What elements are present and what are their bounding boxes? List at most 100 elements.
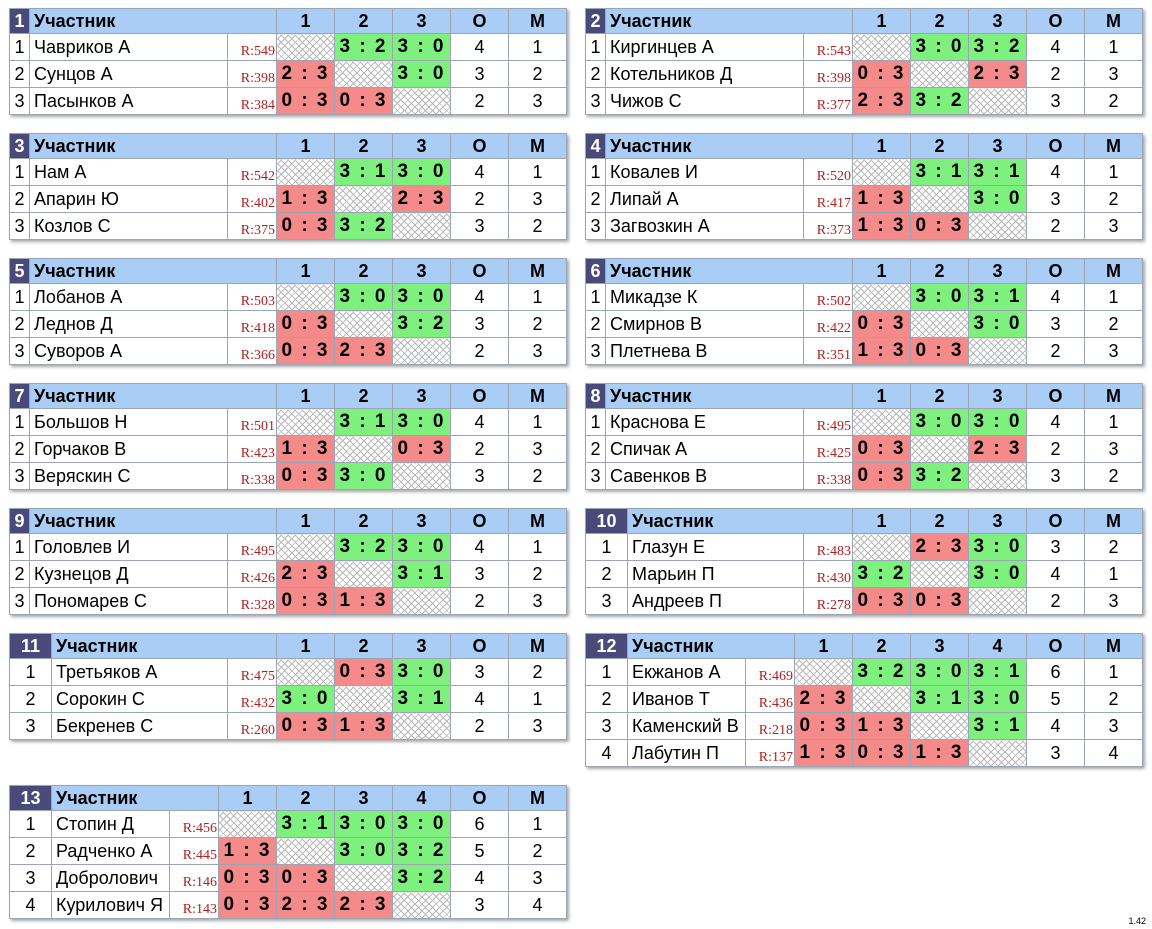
player-index: 3 (9, 864, 52, 892)
player-points: 6 (1026, 658, 1085, 686)
match-score: 0 : 3 (218, 864, 277, 892)
match-score: 2 : 3 (852, 87, 911, 115)
column-header-3: 3 (968, 258, 1027, 284)
player-name: Липай А (605, 185, 804, 213)
match-score: 3 : 0 (392, 533, 451, 561)
column-header-1: 1 (276, 8, 335, 34)
column-header-3: 3 (392, 508, 451, 534)
match-score: 3 : 2 (334, 212, 393, 240)
match-score: 3 : 1 (334, 158, 393, 186)
match-score: 3 : 0 (968, 310, 1027, 338)
player-index: 1 (9, 658, 52, 686)
player-name: Кузнецов Д (29, 560, 228, 588)
player-place: 2 (1084, 310, 1143, 338)
player-place: 1 (508, 33, 567, 61)
self-match-cell (910, 310, 969, 338)
self-match-cell (276, 408, 335, 436)
player-place: 1 (1084, 158, 1143, 186)
self-match-cell (276, 33, 335, 61)
player-name: Сорокин С (51, 685, 228, 713)
match-score: 0 : 3 (910, 212, 969, 240)
match-score: 0 : 3 (852, 462, 911, 490)
self-match-cell (392, 712, 451, 740)
player-name: Глазун Е (627, 533, 804, 561)
player-place: 2 (508, 837, 567, 865)
player-points: 3 (1026, 462, 1085, 490)
match-score: 3 : 0 (334, 283, 393, 311)
player-index: 1 (585, 658, 628, 686)
player-index: 1 (9, 158, 30, 186)
column-header-2: 2 (910, 258, 969, 284)
player-rating: R:366 (227, 337, 277, 365)
points-header: О (450, 508, 509, 534)
column-header-2: 2 (910, 133, 969, 159)
player-index: 2 (9, 185, 30, 213)
column-header-3: 3 (334, 785, 393, 811)
match-score: 0 : 3 (218, 891, 277, 919)
player-index: 1 (585, 158, 606, 186)
column-header-2: 2 (334, 633, 393, 659)
player-index: 2 (585, 560, 628, 588)
match-score: 3 : 0 (910, 408, 969, 436)
player-name: Суворов А (29, 337, 228, 365)
player-name: Каменский В (627, 712, 746, 740)
player-points: 4 (1026, 408, 1085, 436)
player-rating: R:417 (803, 185, 853, 213)
player-index: 2 (9, 435, 30, 463)
group-number: 4 (585, 133, 606, 159)
player-place: 2 (1084, 685, 1143, 713)
group-header-row: 9 Участник 1 2 3 О М (9, 508, 567, 534)
player-name: Головлев И (29, 533, 228, 561)
player-place: 1 (508, 283, 567, 311)
player-rating: R:425 (803, 435, 853, 463)
self-match-cell (276, 283, 335, 311)
group-number: 11 (9, 633, 52, 659)
player-index: 3 (9, 462, 30, 490)
player-index: 2 (585, 185, 606, 213)
player-rating: R:218 (745, 712, 795, 740)
match-score: 0 : 3 (794, 712, 853, 740)
match-score: 2 : 3 (276, 60, 335, 88)
player-index: 3 (9, 87, 30, 115)
player-points: 2 (1026, 337, 1085, 365)
group-header-row: 13 Участник 1 2 3 4 О М (9, 785, 567, 811)
player-place: 1 (508, 158, 567, 186)
player-points: 3 (450, 658, 509, 686)
player-place: 3 (508, 864, 567, 892)
player-name: Лобанов А (29, 283, 228, 311)
self-match-cell (968, 739, 1027, 767)
place-header: М (1084, 633, 1143, 659)
player-place: 2 (508, 658, 567, 686)
match-score: 3 : 1 (968, 658, 1027, 686)
points-header: О (1026, 8, 1085, 34)
match-score: 0 : 3 (276, 337, 335, 365)
player-name: Апарин Ю (29, 185, 228, 213)
column-header-2: 2 (910, 508, 969, 534)
player-rating: R:469 (745, 658, 795, 686)
match-score: 2 : 3 (276, 560, 335, 588)
match-score: 3 : 1 (392, 560, 451, 588)
player-name: Ковалев И (605, 158, 804, 186)
self-match-cell (794, 658, 853, 686)
player-place: 1 (508, 685, 567, 713)
match-score: 3 : 1 (968, 283, 1027, 311)
player-rating: R:373 (803, 212, 853, 240)
match-score: 0 : 3 (276, 310, 335, 338)
column-header-2: 2 (910, 8, 969, 34)
participant-header: Участник (29, 133, 277, 159)
player-rating: R:436 (745, 685, 795, 713)
player-name: Савенков В (605, 462, 804, 490)
player-points: 4 (450, 408, 509, 436)
player-points: 2 (450, 185, 509, 213)
player-index: 2 (9, 837, 52, 865)
player-index: 3 (585, 337, 606, 365)
match-score: 3 : 0 (334, 810, 393, 838)
group-number: 3 (9, 133, 30, 159)
player-index: 3 (9, 712, 52, 740)
player-rating: R:260 (227, 712, 277, 740)
player-rating: R:483 (803, 533, 853, 561)
